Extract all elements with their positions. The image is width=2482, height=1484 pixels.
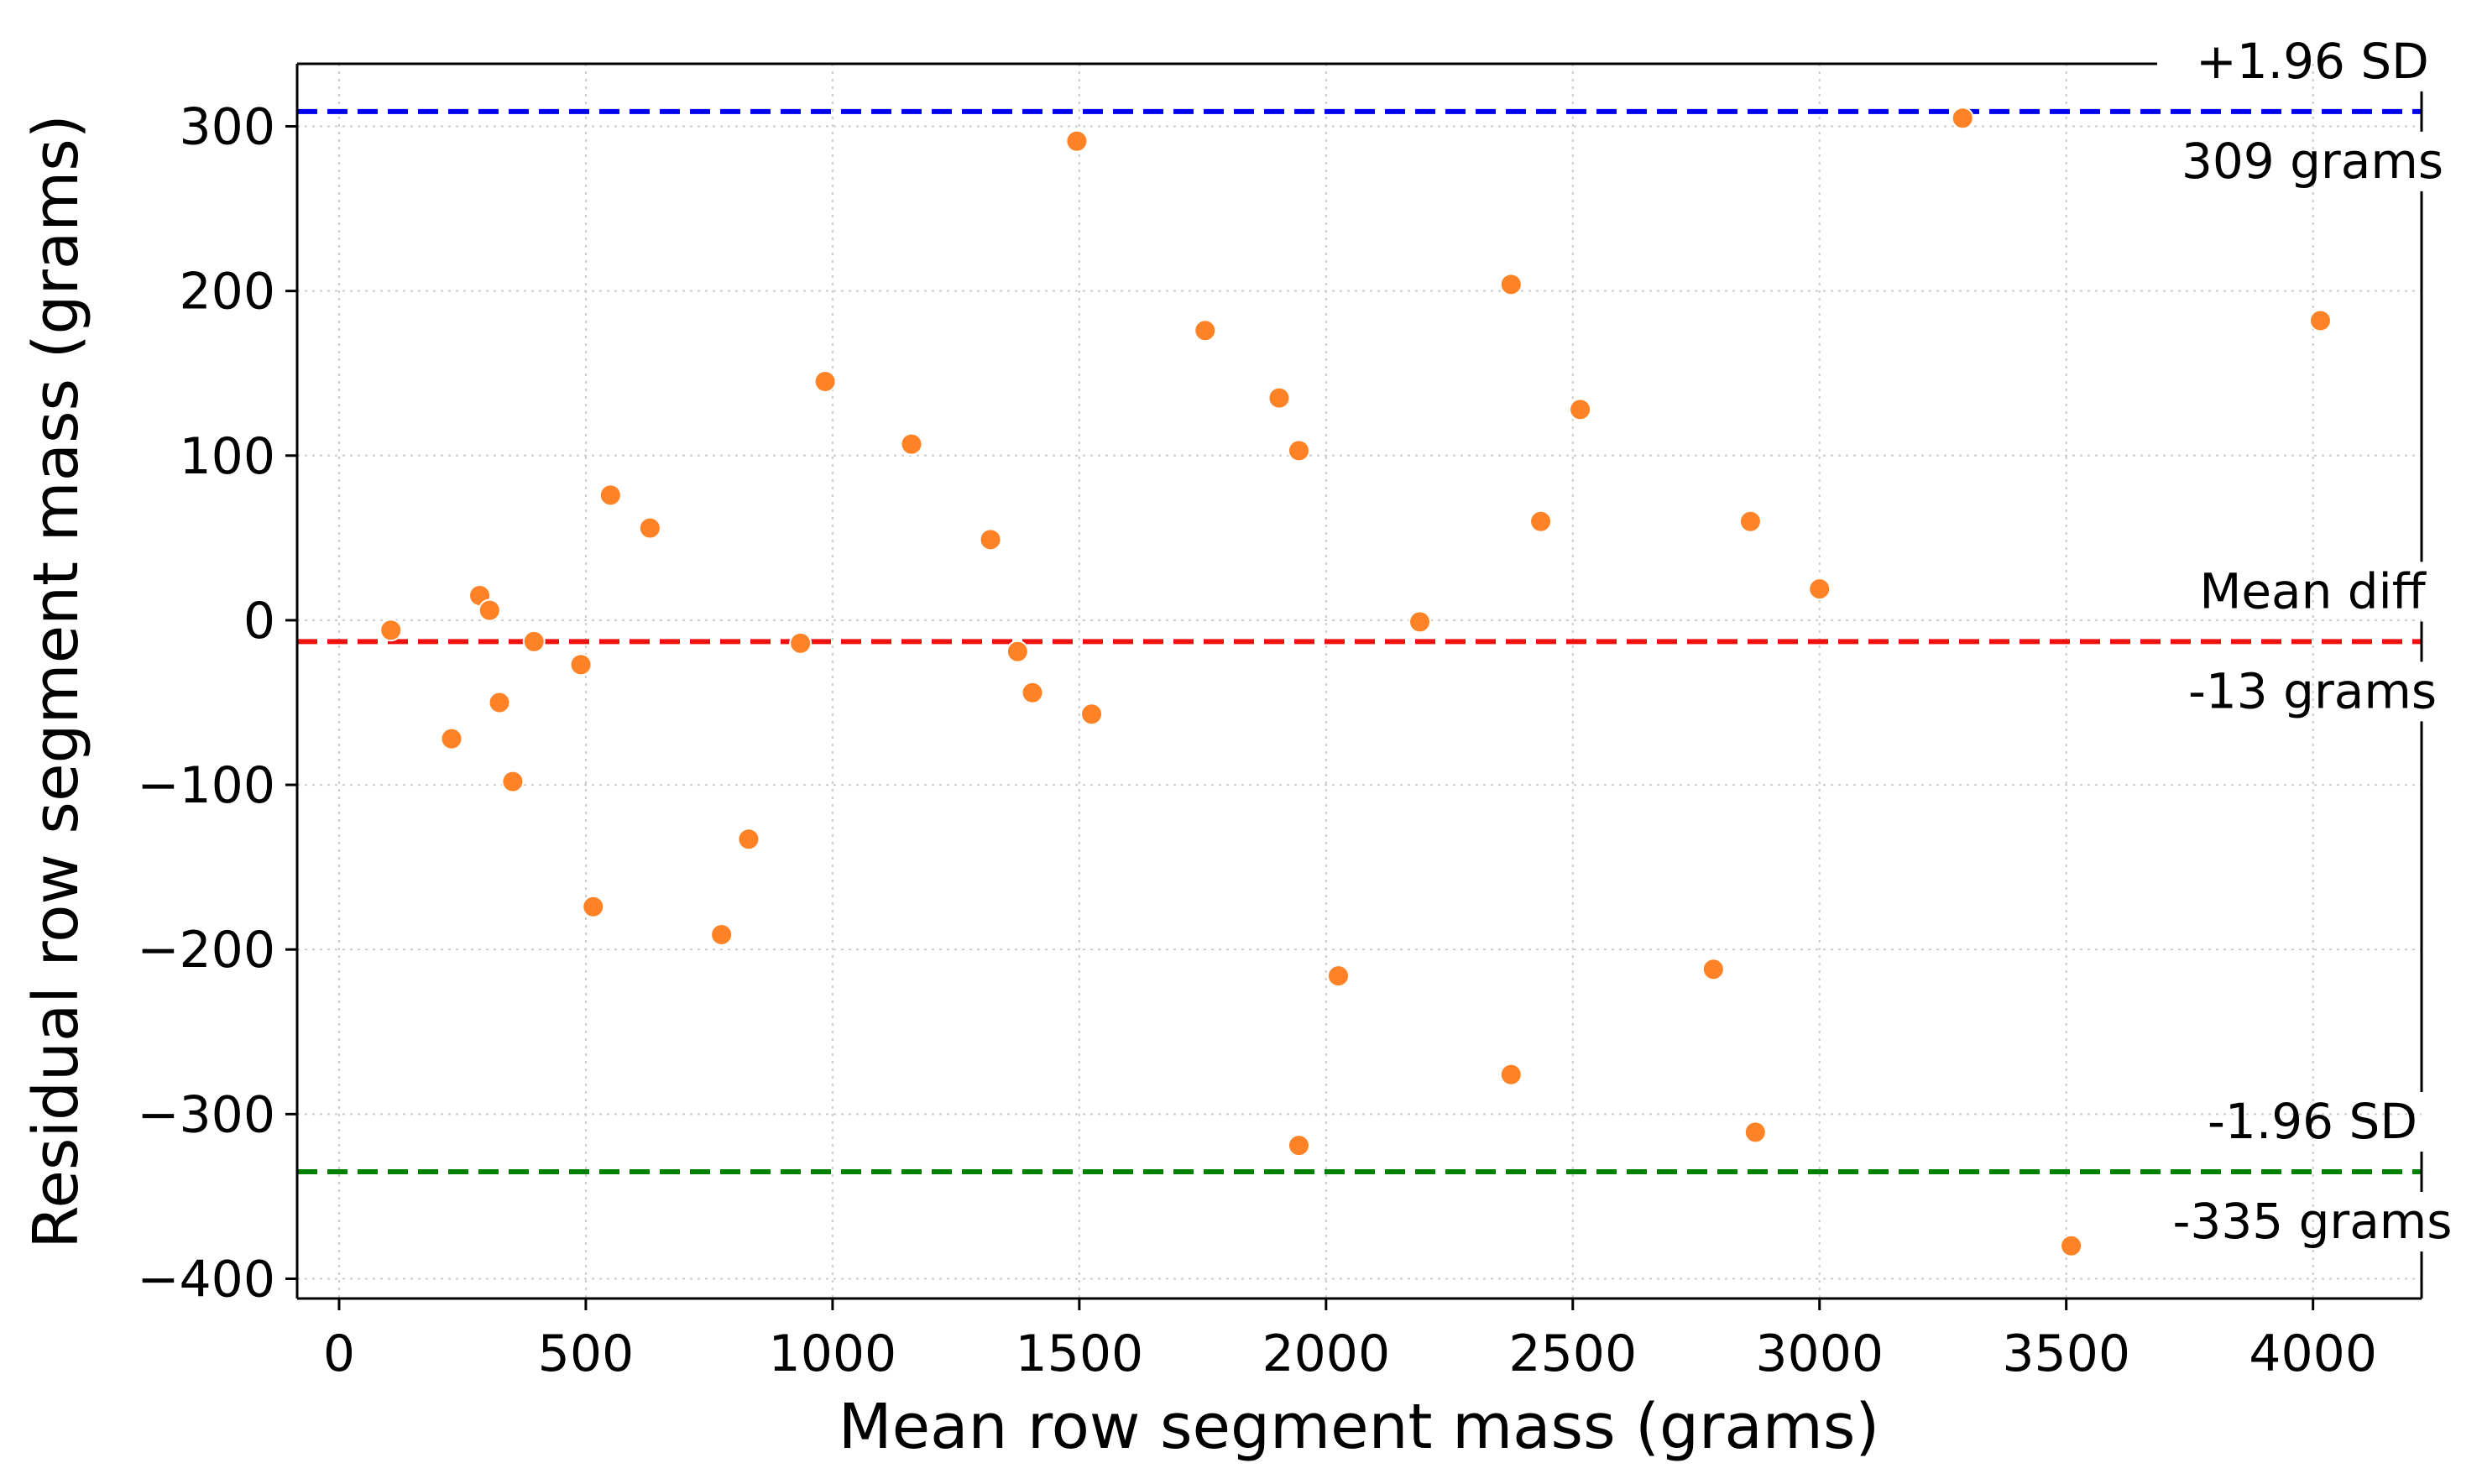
x-axis-title: Mean row segment mass (grams) — [839, 1391, 1880, 1463]
y-tick-label: −400 — [137, 1250, 275, 1309]
scatter-points — [379, 107, 2332, 1257]
upper-limit-value: 309 grams — [2182, 133, 2443, 190]
data-point — [1267, 386, 1291, 410]
y-tick-label: −200 — [137, 921, 275, 980]
data-point — [1065, 129, 1089, 153]
data-point — [1006, 640, 1029, 663]
x-tick-label: 0 — [323, 1325, 355, 1383]
y-axis-title: Residual row segment mass (grams) — [20, 114, 92, 1248]
data-point — [1701, 958, 1725, 981]
y-tick-label: 200 — [179, 263, 275, 321]
y-axis-ticks: 300 200 100 0 −100 −200 −300 −400 — [137, 98, 297, 1309]
x-tick-label: 3500 — [2002, 1325, 2130, 1383]
data-point — [598, 483, 622, 507]
data-point — [582, 895, 605, 918]
data-point — [737, 828, 760, 851]
data-point — [440, 727, 463, 750]
data-point — [1194, 319, 1217, 342]
data-point — [789, 631, 813, 655]
data-point — [569, 653, 593, 677]
data-point — [1738, 509, 1762, 533]
data-point — [813, 370, 837, 394]
data-point — [1021, 681, 1044, 704]
x-tick-label: 500 — [538, 1325, 635, 1383]
data-point — [979, 528, 1002, 551]
data-point — [1080, 703, 1104, 726]
data-point — [1808, 577, 1831, 601]
data-point — [710, 923, 734, 947]
x-tick-label: 3000 — [1755, 1325, 1884, 1383]
grid — [297, 64, 2422, 1298]
data-point — [379, 619, 403, 642]
data-point — [1499, 273, 1523, 296]
data-point — [1327, 964, 1351, 988]
limit-annotations: +1.96 SD 309 grams Mean diff -13 grams -1.96… — [2173, 33, 2453, 1250]
data-point — [478, 598, 501, 622]
data-point — [1408, 610, 1432, 634]
data-point — [1529, 509, 1553, 533]
data-point — [522, 630, 546, 653]
x-axis-ticks: 0 500 1000 1500 2000 2500 3000 3500 4000 — [323, 1298, 2377, 1383]
data-point — [638, 516, 661, 540]
y-tick-label: −100 — [137, 756, 275, 815]
data-point — [488, 691, 511, 714]
data-point — [900, 432, 923, 456]
mean-difference-value: -13 grams — [2188, 662, 2437, 719]
y-tick-label: 100 — [179, 427, 275, 486]
data-point — [501, 770, 525, 793]
lower-limit-value: -335 grams — [2173, 1193, 2453, 1250]
mean-difference-label: Mean diff — [2199, 562, 2427, 619]
data-point — [1743, 1121, 1767, 1144]
data-point — [1951, 107, 1974, 130]
data-point — [2060, 1234, 2083, 1257]
y-tick-label: −300 — [137, 1085, 275, 1144]
data-point — [2308, 309, 2332, 332]
reference-lines — [297, 108, 2422, 1174]
x-tick-label: 2500 — [1508, 1325, 1637, 1383]
x-tick-label: 2000 — [1262, 1325, 1390, 1383]
y-tick-label: 300 — [179, 98, 275, 157]
data-point — [1287, 1134, 1310, 1157]
data-point — [1287, 439, 1310, 462]
data-point — [1569, 398, 1592, 421]
y-tick-label: 0 — [243, 592, 275, 651]
x-tick-label: 1000 — [769, 1325, 897, 1383]
x-tick-label: 4000 — [2249, 1325, 2377, 1383]
lower-limit-label: -1.96 SD — [2208, 1093, 2417, 1150]
upper-limit-label: +1.96 SD — [2196, 33, 2429, 90]
data-point — [1499, 1063, 1523, 1086]
x-tick-label: 1500 — [1016, 1325, 1144, 1383]
